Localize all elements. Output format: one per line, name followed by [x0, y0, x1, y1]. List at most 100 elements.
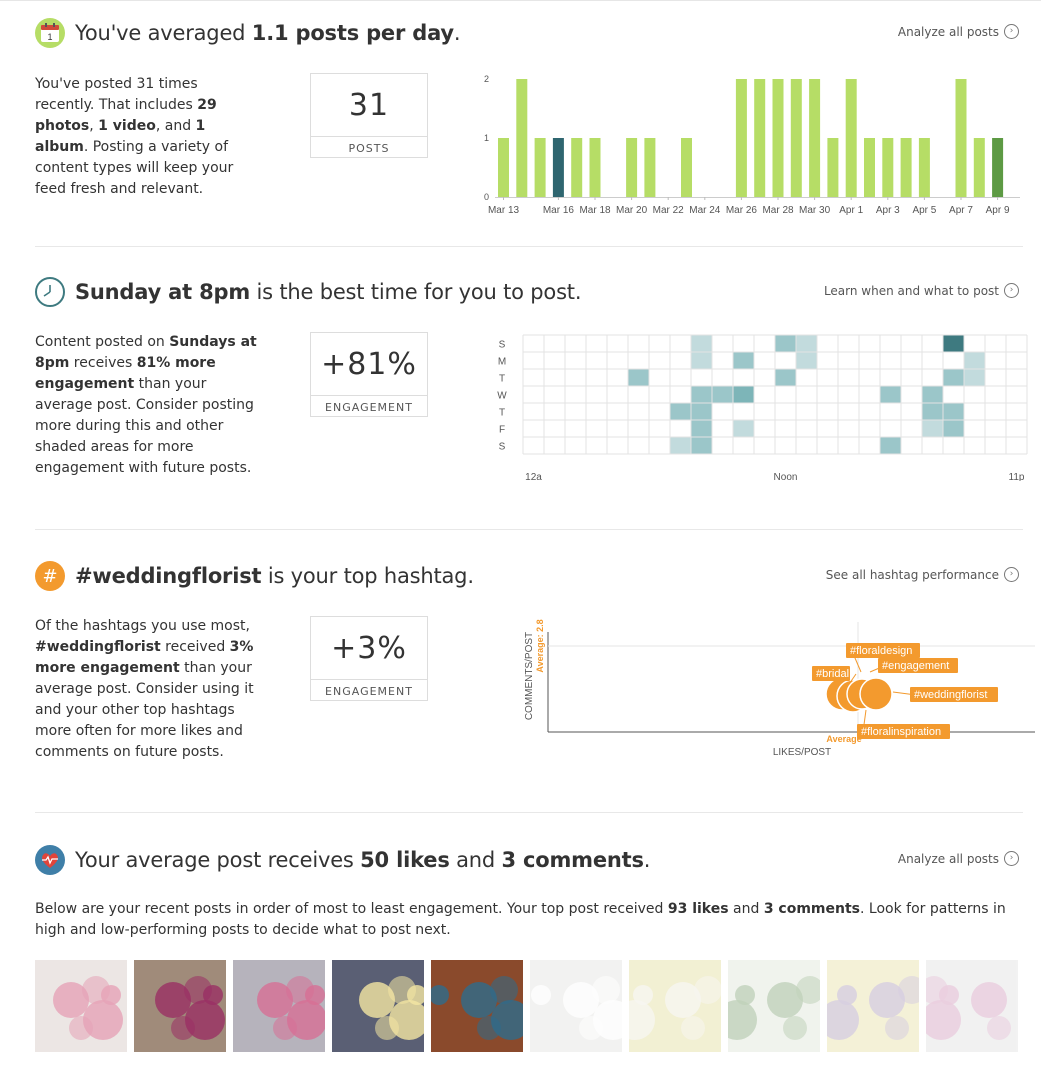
thumbnail-shape	[629, 1000, 655, 1040]
thumbnail-shape	[257, 982, 293, 1018]
bar-apr-4	[900, 138, 912, 197]
time-description: Content posted on Sundays at 8pm receive…	[35, 334, 257, 476]
heatmap-cell	[691, 437, 712, 454]
heatmap-cell	[943, 369, 964, 386]
heart-pulse-icon	[35, 845, 65, 875]
post-thumbnail-yellow-pink-arrangement[interactable]	[827, 960, 919, 1052]
posts-stat-value: 31	[348, 87, 390, 123]
headline: # #weddingflorist is your top hashtag.	[35, 559, 474, 593]
thumbnail-shape	[987, 1016, 1011, 1040]
day-label: S	[499, 442, 506, 453]
day-label: M	[498, 357, 506, 368]
hashtag-label: #floralinspiration	[861, 726, 941, 738]
thumbnail-shape	[171, 1016, 195, 1040]
posts-stat-label: POSTS	[311, 136, 427, 159]
bar-mar-17	[571, 138, 583, 197]
headline-text: #weddingflorist is your top hashtag.	[75, 564, 474, 588]
bar-apr-5	[918, 138, 930, 197]
hashtag-label: #weddingflorist	[914, 689, 987, 701]
likes-description: Below are your recent posts in order of …	[35, 901, 1006, 938]
heatmap-cell	[691, 420, 712, 437]
bar-mar-27	[754, 79, 766, 197]
y-average-label: Average: 2.8	[535, 619, 545, 672]
top-hashtag-section: # #weddingflorist is your top hashtag. S…	[35, 559, 1035, 769]
x-tick-label: Mar 30	[799, 205, 831, 216]
x-tick-label: Mar 13	[488, 205, 520, 216]
headline: Your average post receives 50 likes and …	[35, 843, 650, 877]
thumbnail-shape	[203, 985, 223, 1005]
thumbnail-shape	[592, 976, 620, 1004]
y-tick-label: 2	[484, 74, 489, 84]
x-tick-label: Mar 28	[762, 205, 794, 216]
heatmap-cell	[691, 335, 712, 352]
heatmap-cell	[943, 420, 964, 437]
thumbnail-shape	[665, 982, 701, 1018]
thumbnail-shape	[869, 982, 905, 1018]
hour-label: 11p	[1009, 472, 1025, 481]
y-tick-label: 1	[484, 133, 489, 143]
thumbnail-image	[431, 976, 523, 1040]
hashtag-label: #engagement	[882, 660, 949, 672]
thumbnail-shape	[53, 982, 89, 1018]
y-axis-label: COMMENTS/POST	[524, 632, 535, 720]
thumbnail-shape	[273, 1016, 297, 1040]
analyze-all-posts-link[interactable]: Analyze all posts ›	[898, 24, 1019, 39]
clock-icon	[35, 277, 65, 307]
post-thumbnail-white-table[interactable]	[530, 960, 622, 1052]
post-thumbnail-baby-flower-crown[interactable]	[35, 960, 127, 1052]
bar-mar-15	[534, 138, 546, 197]
hashtag-label: #bridal	[816, 668, 849, 680]
bar-apr-9	[992, 138, 1004, 197]
thumbnail-shape	[579, 1016, 603, 1040]
thumbnail-shape	[155, 982, 191, 1018]
thumbnail-image	[531, 976, 622, 1040]
post-thumbnail-couple-photo[interactable]	[431, 960, 523, 1052]
post-thumbnail-pink-bouquet[interactable]	[134, 960, 226, 1052]
thumbnail-image	[728, 976, 820, 1040]
thumbnail-shape	[305, 985, 325, 1005]
thumbnail-shape	[926, 1000, 961, 1040]
learn-when-to-post-link[interactable]: Learn when and what to post ›	[824, 283, 1019, 298]
heatmap-cell	[775, 335, 796, 352]
heatmap-cell	[964, 352, 985, 369]
thumbnail-shape	[728, 1000, 757, 1040]
headline-text: Sunday at 8pm is the best time for you t…	[75, 280, 582, 304]
post-thumbnail-yellow-flowers[interactable]	[332, 960, 424, 1052]
thumbnail-shape	[767, 982, 803, 1018]
hashtag-stat-label: ENGAGEMENT	[311, 679, 427, 702]
posts-per-day-section: 1 You've averaged 1.1 posts per day. Ana…	[35, 16, 1023, 216]
see-hashtag-performance-link[interactable]: See all hashtag performance ›	[826, 567, 1019, 582]
x-tick-label: Apr 3	[876, 205, 900, 216]
y-tick-label: 0	[484, 192, 489, 202]
thumbnail-shape	[796, 976, 820, 1004]
hashtag-label-box	[910, 687, 998, 702]
thumbnail-shape	[531, 985, 551, 1005]
bar-apr-1	[845, 79, 857, 197]
hashtag-label: #floraldesign	[850, 645, 912, 657]
posts-bar-chart: 0 1 2 Mar 13 Mar 16 Mar 18 Mar 20 Mar 22 Mar 24 M…	[484, 74, 1020, 216]
thumbnail-shape	[633, 985, 653, 1005]
thumbnail-shape	[431, 985, 449, 1005]
heatmap-cell	[964, 369, 985, 386]
post-thumbnail-pink-dahlias[interactable]	[233, 960, 325, 1052]
thumbnail-shape	[735, 985, 755, 1005]
x-tick-label: Apr 7	[949, 205, 973, 216]
heatmap-cell	[670, 403, 691, 420]
heatmap-cell	[880, 386, 901, 403]
day-label: T	[499, 374, 505, 385]
bar-mar-18	[589, 138, 601, 197]
day-label: F	[499, 425, 505, 436]
x-tick-label: Apr 9	[986, 205, 1010, 216]
post-thumbnail-green-foliage[interactable]	[728, 960, 820, 1052]
top-border	[0, 0, 1041, 1]
thumbnail-shape	[783, 1016, 807, 1040]
post-thumbnail-pink-roses[interactable]	[926, 960, 1018, 1052]
post-thumbnail-yellow-white-bouquet[interactable]	[629, 960, 721, 1052]
analyze-all-posts-link[interactable]: Analyze all posts ›	[898, 851, 1019, 866]
thumbnail-shape	[461, 982, 497, 1018]
bar-mar-21	[644, 138, 656, 197]
headline-text: Your average post receives 50 likes and …	[75, 848, 651, 872]
calendar-icon: 1	[35, 18, 65, 48]
x-tick-label: Mar 16	[543, 205, 575, 216]
heatmap-cell	[922, 403, 943, 420]
